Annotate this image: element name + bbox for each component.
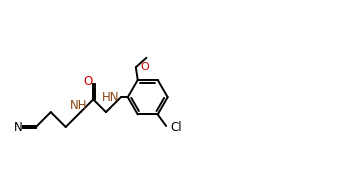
Text: O: O <box>140 62 149 72</box>
Text: O: O <box>83 75 92 88</box>
Text: N: N <box>14 120 22 134</box>
Text: HN: HN <box>101 91 119 104</box>
Text: NH: NH <box>70 99 87 112</box>
Text: Cl: Cl <box>171 122 182 134</box>
